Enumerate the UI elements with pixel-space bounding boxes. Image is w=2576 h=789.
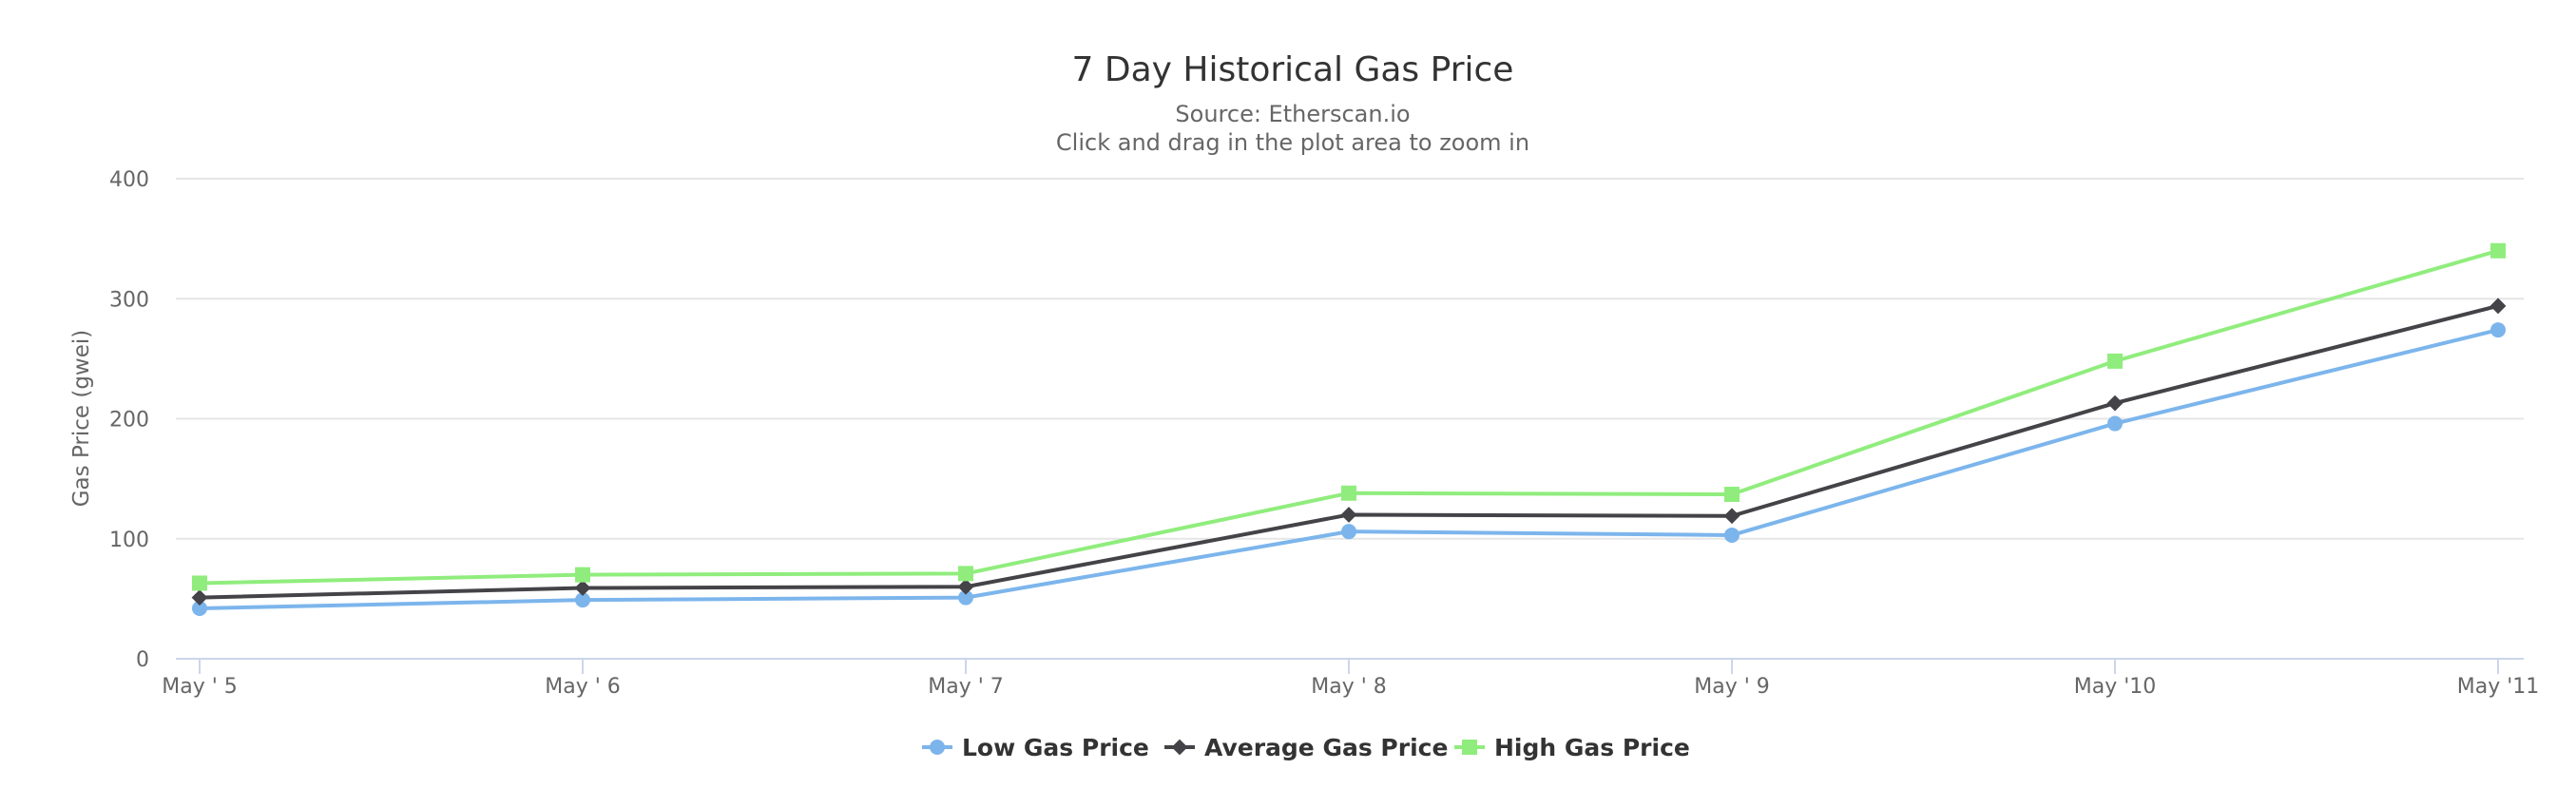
grid-layer	[176, 178, 2524, 540]
legend[interactable]: Low Gas Price Average Gas Price High Gas P…	[922, 734, 1690, 761]
x-tick-label: May ' 8	[1311, 675, 1387, 699]
legend-label: Average Gas Price	[1204, 734, 1448, 761]
series-average-gas-price[interactable]	[191, 298, 2507, 606]
data-point[interactable]	[191, 589, 208, 606]
data-point[interactable]	[2106, 394, 2124, 412]
data-point[interactable]	[958, 566, 973, 582]
y-tick-label: 100	[109, 529, 149, 552]
legend-label: Low Gas Price	[962, 734, 1149, 761]
data-point[interactable]	[1723, 508, 1740, 525]
data-point[interactable]	[958, 589, 973, 606]
data-point[interactable]	[1724, 527, 1740, 543]
legend-marker-icon	[1171, 739, 1188, 756]
x-tick-label: May ' 7	[928, 675, 1004, 699]
y-tick-label: 200	[109, 409, 149, 433]
legend-marker-icon	[930, 740, 945, 755]
data-point[interactable]	[575, 592, 590, 608]
legend-marker-icon	[1462, 740, 1477, 755]
y-axis-title: Gas Price (gwei)	[69, 330, 94, 508]
data-point[interactable]	[192, 575, 207, 591]
y-tick-label: 0	[136, 648, 149, 672]
x-tick-label: May '10	[2074, 675, 2157, 699]
data-point[interactable]	[1340, 507, 1357, 523]
series-line[interactable]	[198, 328, 2500, 610]
chart-title: 7 Day Historical Gas Price	[1072, 50, 1514, 89]
series-layer[interactable]	[191, 242, 2507, 616]
data-point[interactable]	[2490, 322, 2506, 338]
data-point[interactable]	[2107, 353, 2123, 369]
data-point[interactable]	[2107, 415, 2123, 432]
data-point[interactable]	[2490, 242, 2506, 259]
data-point[interactable]	[957, 578, 974, 595]
data-point[interactable]	[1341, 524, 1356, 540]
legend-item[interactable]: High Gas Price	[1454, 734, 1690, 761]
data-point[interactable]	[1724, 487, 1740, 503]
x-tick-label: May ' 6	[545, 675, 621, 699]
y-tick-label: 400	[109, 168, 149, 192]
legend-item[interactable]: Average Gas Price	[1164, 734, 1448, 761]
axis-layer: 0 100 200 300 400 May ' 5 May ' 6 May ' 7 May ' …	[109, 168, 2539, 699]
data-point[interactable]	[575, 567, 590, 583]
data-point[interactable]	[574, 580, 591, 596]
x-tick-label: May '11	[2457, 675, 2540, 699]
series-low-gas-price[interactable]	[192, 322, 2506, 616]
legend-item[interactable]: Low Gas Price	[922, 734, 1149, 761]
chart-subtitle: Source: Etherscan.io	[1175, 101, 1410, 127]
y-tick-label: 300	[109, 288, 149, 312]
zoom-hint: Click and drag in the plot area to zoom …	[1056, 129, 1529, 156]
data-point[interactable]	[192, 600, 207, 616]
x-tick-label: May ' 5	[162, 675, 238, 699]
x-tick-label: May ' 9	[1694, 675, 1770, 699]
series-high-gas-price[interactable]	[192, 242, 2506, 591]
data-point[interactable]	[2489, 298, 2507, 315]
data-point[interactable]	[1341, 485, 1356, 501]
legend-label: High Gas Price	[1494, 734, 1690, 761]
